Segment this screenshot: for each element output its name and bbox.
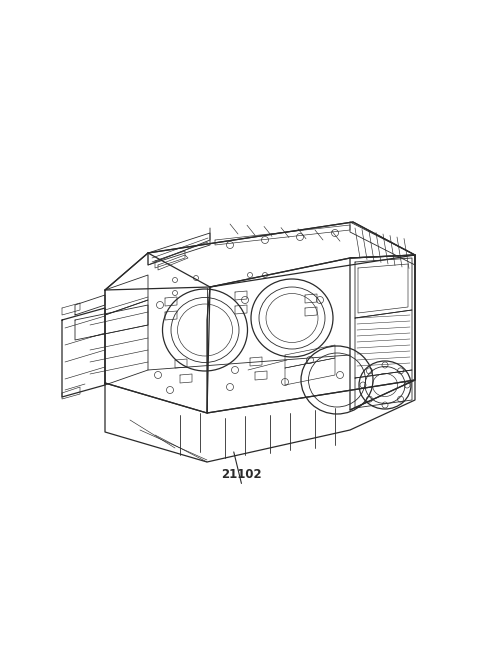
Text: 21102: 21102 [221,468,262,481]
